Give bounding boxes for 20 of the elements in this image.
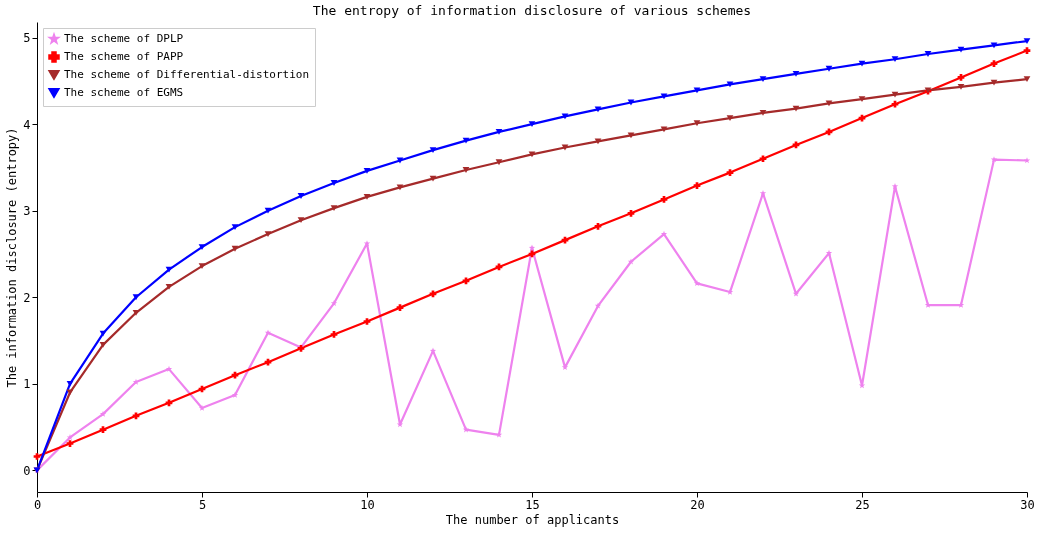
- y-tick-label: 5: [23, 31, 31, 46]
- y-axis-title: The information disclosure (entropy): [5, 127, 20, 388]
- x-tick-label: 25: [855, 497, 870, 512]
- chart-title: The entropy of information disclosure of various schemes: [312, 3, 752, 18]
- legend-label: The scheme of PAPP: [64, 50, 184, 63]
- y-tick-label: 0: [23, 463, 31, 478]
- x-tick-label: 10: [360, 497, 375, 512]
- x-tick-label: 15: [525, 497, 540, 512]
- x-axis-title: The number of applicants: [445, 512, 620, 527]
- x-tick-label: 0: [33, 497, 42, 512]
- x-tick-label: 30: [1020, 497, 1035, 512]
- legend-label: The scheme of EGMS: [64, 86, 184, 99]
- y-tick-label: 3: [23, 204, 31, 219]
- legend-label: The scheme of Differential-distortion: [64, 68, 310, 81]
- legend-label: The scheme of DPLP: [64, 32, 184, 45]
- y-tick-label: 2: [23, 290, 31, 305]
- y-tick-label: 4: [23, 117, 31, 132]
- x-tick-label: 5: [198, 497, 207, 512]
- x-tick-label: 20: [690, 497, 705, 512]
- y-tick-label: 1: [23, 377, 31, 392]
